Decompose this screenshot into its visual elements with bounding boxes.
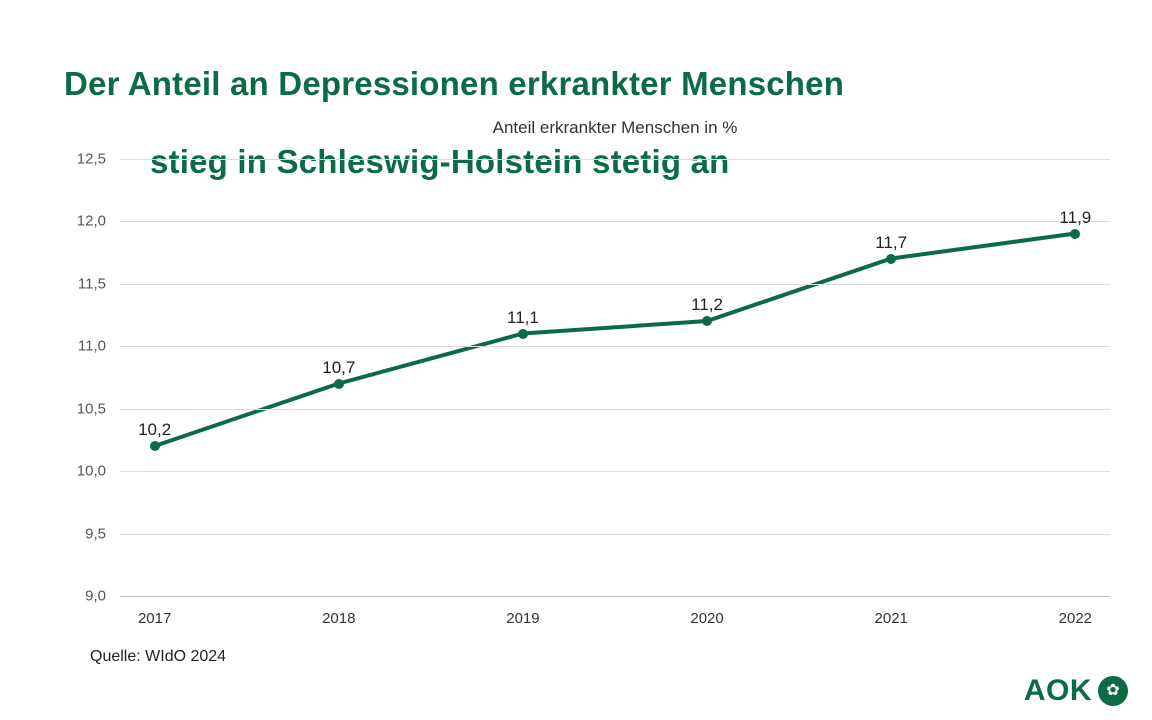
line-series-svg <box>120 146 1110 596</box>
x-tick-label: 2020 <box>690 610 723 627</box>
gridline <box>120 534 1110 535</box>
data-point-label: 11,1 <box>507 308 539 328</box>
data-point-marker <box>886 254 896 264</box>
line-series <box>155 234 1076 447</box>
data-point-label: 11,2 <box>691 295 723 315</box>
brand-logo-icon: ✿ <box>1098 676 1128 706</box>
data-point-label: 11,7 <box>875 233 907 253</box>
y-tick-label: 12,0 <box>46 213 106 230</box>
brand-logo: AOK ✿ <box>1024 674 1128 708</box>
title-line-1: Der Anteil an Depressionen erkrankter Me… <box>64 65 844 102</box>
gridline <box>120 471 1110 472</box>
chart-root: Der Anteil an Depressionen erkrankter Me… <box>0 0 1152 720</box>
plot-area: 9,09,510,010,511,011,512,012,52017201820… <box>120 146 1110 596</box>
source-note: Quelle: WIdO 2024 <box>90 648 226 666</box>
x-tick-label: 2022 <box>1059 610 1092 627</box>
data-point-label: 10,2 <box>138 420 171 440</box>
data-point-label: 11,9 <box>1059 208 1091 228</box>
brand-logo-text: AOK <box>1024 674 1092 708</box>
y-tick-label: 11,0 <box>46 338 106 355</box>
gridline <box>120 221 1110 222</box>
x-tick-label: 2021 <box>875 610 908 627</box>
data-point-marker <box>334 379 344 389</box>
data-point-marker <box>1070 229 1080 239</box>
data-point-marker <box>702 316 712 326</box>
y-tick-label: 10,5 <box>46 400 106 417</box>
gridline <box>120 159 1110 160</box>
y-tick-label: 9,5 <box>46 525 106 542</box>
x-tick-label: 2018 <box>322 610 355 627</box>
data-point-marker <box>150 441 160 451</box>
y-tick-label: 10,0 <box>46 463 106 480</box>
gridline <box>120 284 1110 285</box>
x-tick-label: 2019 <box>506 610 539 627</box>
y-tick-label: 9,0 <box>46 588 106 605</box>
data-point-marker <box>518 329 528 339</box>
brand-logo-glyph: ✿ <box>1106 683 1119 699</box>
y-tick-label: 12,5 <box>46 150 106 167</box>
y-tick-label: 11,5 <box>46 275 106 292</box>
gridline <box>120 596 1110 597</box>
chart-subtitle: Anteil erkrankter Menschen in % <box>493 118 738 138</box>
gridline <box>120 409 1110 410</box>
gridline <box>120 346 1110 347</box>
x-tick-label: 2017 <box>138 610 171 627</box>
data-point-label: 10,7 <box>322 358 355 378</box>
